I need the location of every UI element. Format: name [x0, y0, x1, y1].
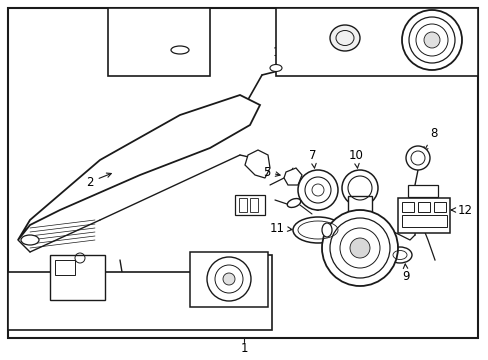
Circle shape: [206, 257, 250, 301]
Circle shape: [297, 170, 337, 210]
Polygon shape: [8, 255, 271, 330]
Polygon shape: [18, 95, 260, 240]
Polygon shape: [284, 168, 302, 185]
Ellipse shape: [387, 247, 411, 263]
Text: 2: 2: [86, 173, 111, 189]
Circle shape: [341, 170, 377, 206]
Circle shape: [223, 273, 235, 285]
Text: 12: 12: [450, 203, 472, 216]
Text: 14: 14: [314, 19, 329, 32]
Text: 5: 5: [262, 166, 280, 179]
Text: 7: 7: [308, 149, 316, 168]
Text: 8: 8: [423, 127, 436, 152]
Ellipse shape: [171, 46, 189, 54]
Bar: [401, 202, 413, 212]
Ellipse shape: [286, 199, 300, 207]
Bar: [417, 202, 429, 212]
Circle shape: [349, 238, 369, 258]
Bar: [401, 215, 446, 227]
Circle shape: [405, 146, 429, 170]
Ellipse shape: [408, 186, 420, 194]
Text: 9: 9: [402, 264, 409, 283]
Bar: [433, 202, 445, 212]
Bar: [239, 198, 246, 212]
Text: 3: 3: [144, 31, 168, 44]
Ellipse shape: [21, 235, 39, 245]
Text: 4: 4: [326, 234, 339, 247]
Bar: [397, 198, 449, 233]
Bar: [347, 196, 371, 212]
Circle shape: [321, 210, 397, 286]
Ellipse shape: [329, 25, 359, 51]
Bar: [235, 195, 264, 215]
Ellipse shape: [269, 64, 282, 72]
Polygon shape: [244, 150, 269, 178]
Text: 10: 10: [348, 149, 363, 168]
Text: 1: 1: [240, 342, 247, 355]
Bar: [50, 255, 105, 300]
Bar: [55, 260, 75, 275]
Circle shape: [423, 32, 439, 48]
Bar: [249, 198, 258, 212]
Circle shape: [401, 10, 461, 70]
Polygon shape: [175, 18, 184, 35]
Text: 11: 11: [269, 221, 291, 234]
Text: 6: 6: [260, 274, 267, 287]
Ellipse shape: [292, 217, 342, 243]
Text: 13: 13: [273, 45, 311, 58]
Bar: [407, 185, 437, 197]
Bar: [275, 8, 477, 76]
Ellipse shape: [321, 223, 331, 237]
Bar: [108, 8, 209, 76]
Bar: [190, 252, 267, 307]
